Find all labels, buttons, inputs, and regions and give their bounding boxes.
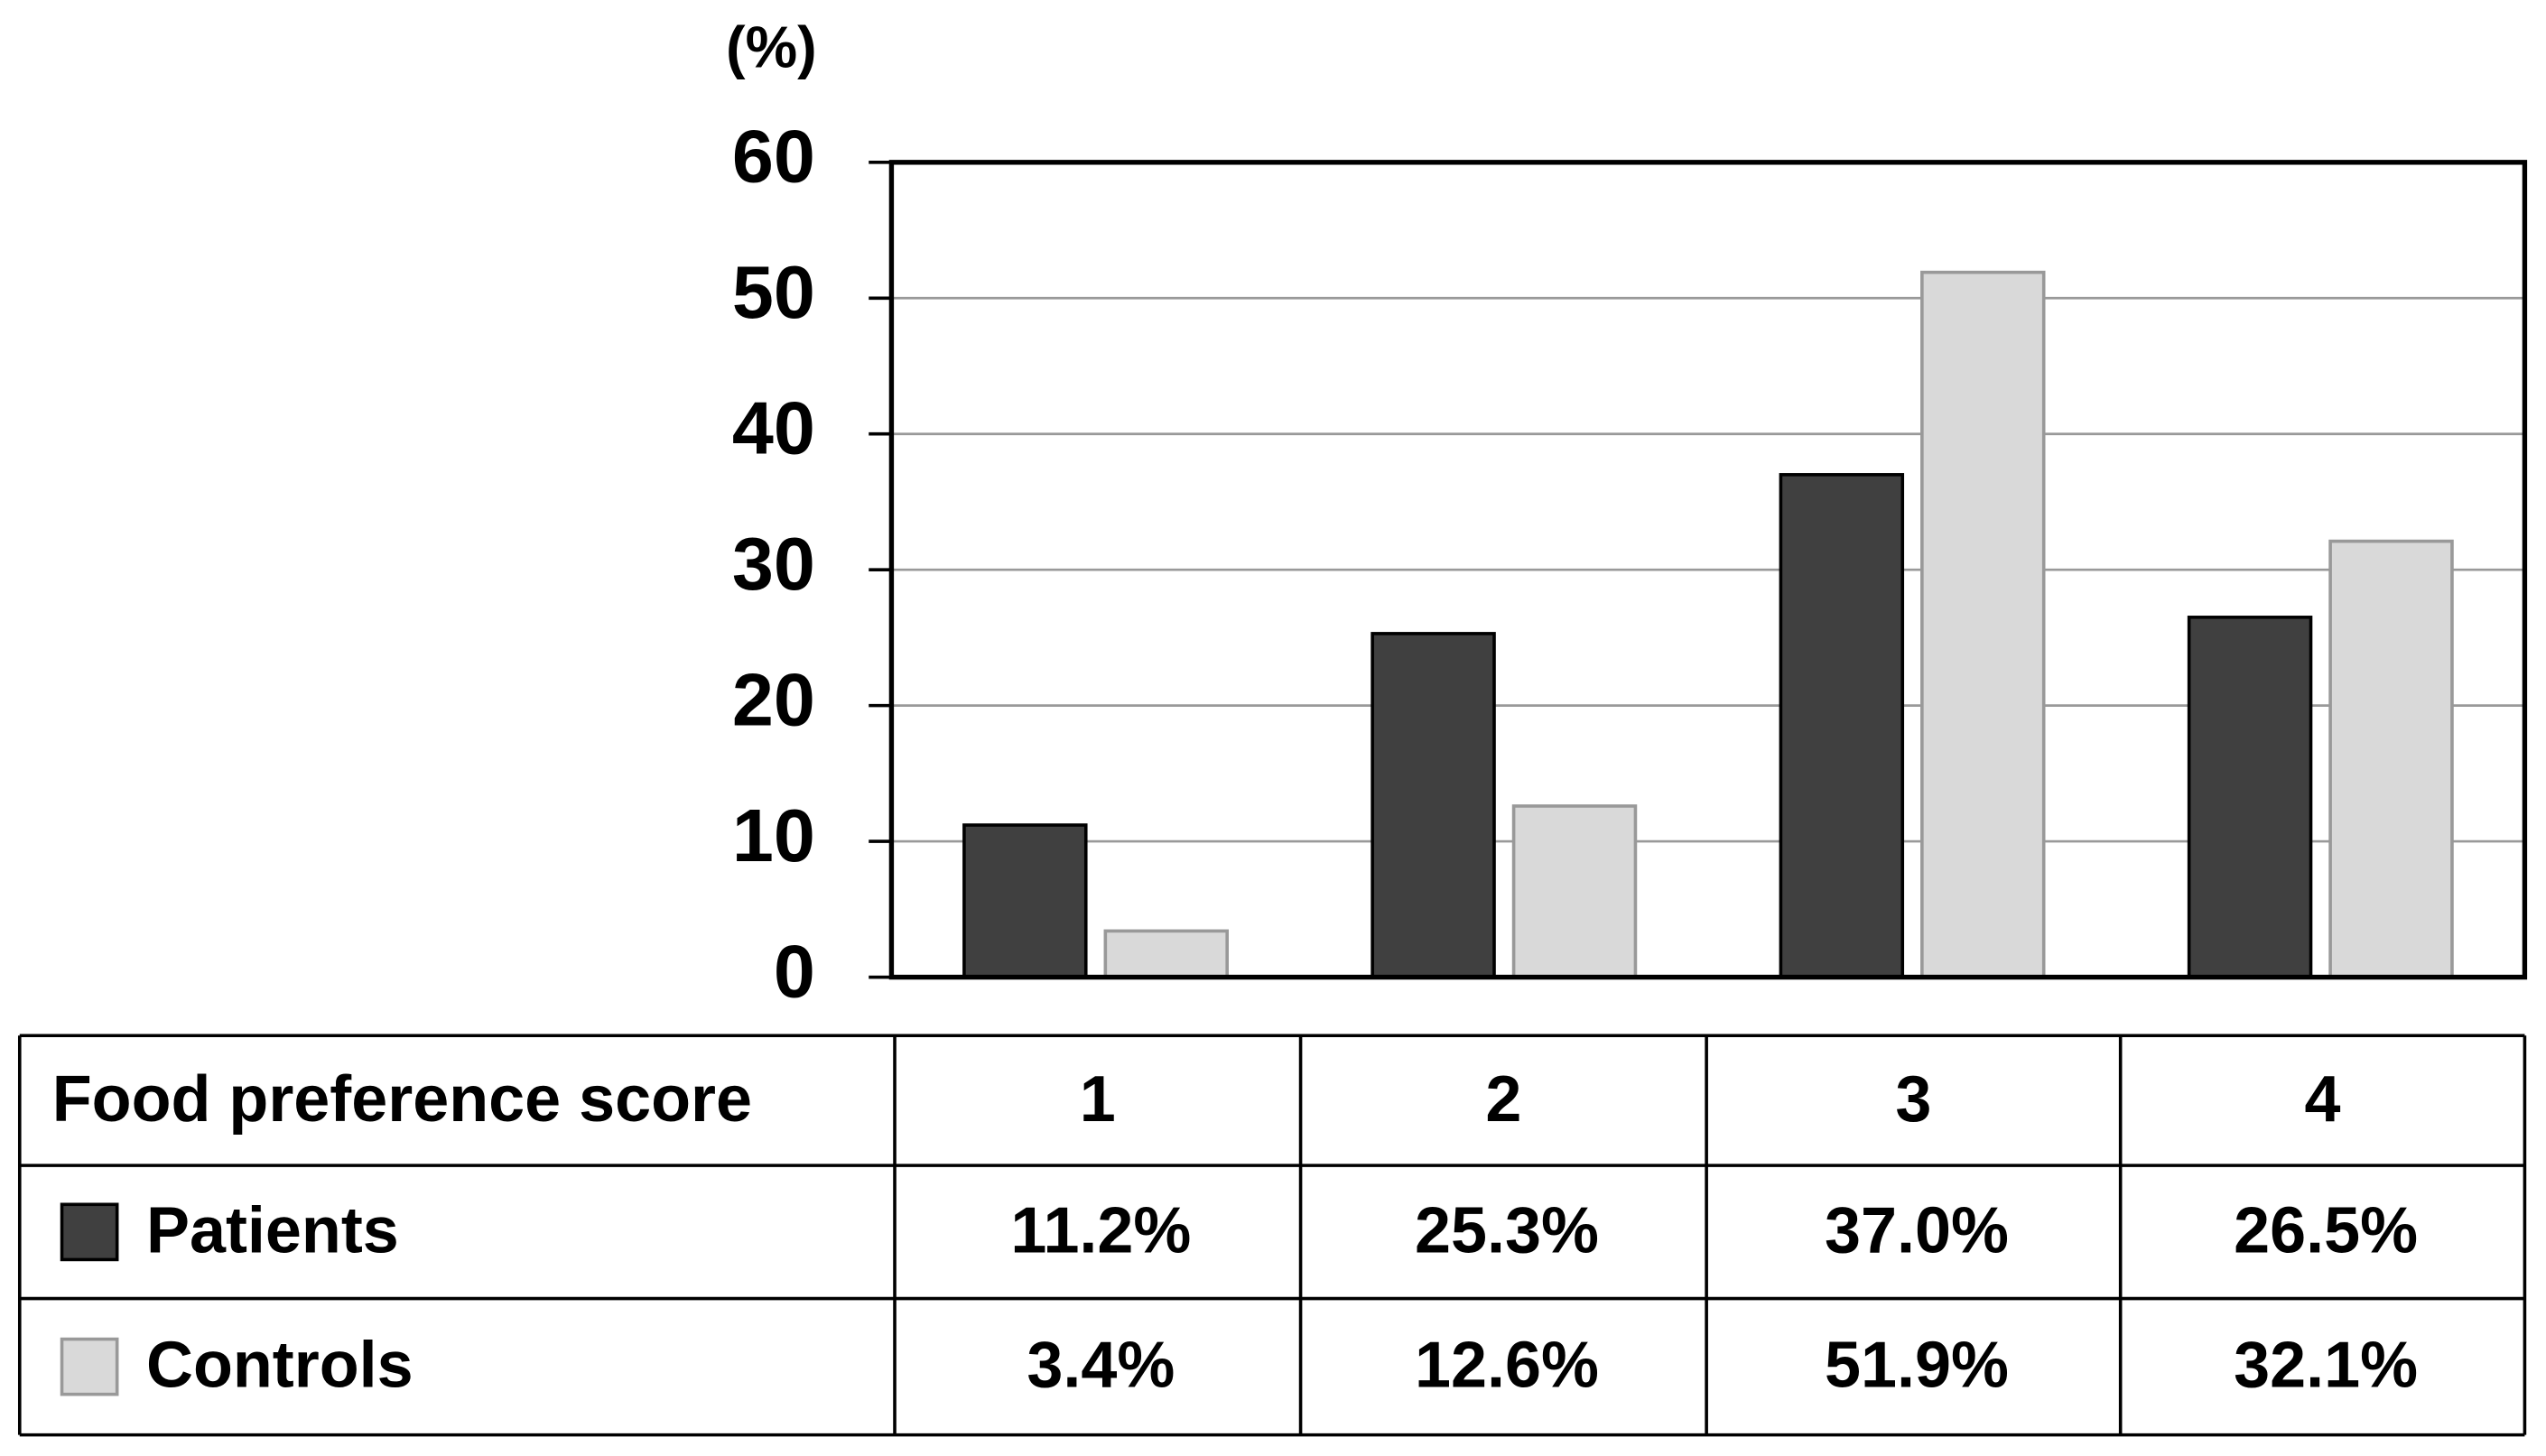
x-tick-label: 3 <box>1895 1063 1931 1136</box>
table-value: 37.0% <box>1825 1194 2009 1266</box>
y-tick-label: 30 <box>732 522 815 606</box>
y-tick-label: 60 <box>732 115 815 199</box>
y-tick-label: 40 <box>732 386 815 470</box>
x-tick-label: 4 <box>2305 1063 2341 1136</box>
legend-label: Patients <box>146 1194 399 1266</box>
table-value: 25.3% <box>1415 1194 1599 1266</box>
bar <box>1920 270 2046 979</box>
table-value: 11.2% <box>1010 1194 1191 1266</box>
y-tick-label: 20 <box>732 657 815 741</box>
table-header-label: Food preference score <box>52 1063 752 1136</box>
legend-swatch <box>60 1202 119 1262</box>
y-tick-label: 50 <box>732 250 815 334</box>
bar <box>2187 616 2313 979</box>
legend-label: Controls <box>146 1330 413 1402</box>
table-value: 12.6% <box>1415 1330 1599 1402</box>
y-tick-label: 0 <box>774 929 815 1013</box>
bar <box>962 823 1088 979</box>
bar <box>1511 804 1638 979</box>
y-axis-label: (%) <box>726 14 817 80</box>
bar <box>1103 929 1229 979</box>
table-value: 51.9% <box>1825 1330 2009 1402</box>
bar <box>1779 473 1905 979</box>
x-tick-label: 2 <box>1485 1063 1521 1136</box>
y-tick-label: 10 <box>732 793 815 877</box>
table-value: 3.4% <box>1027 1330 1175 1402</box>
legend-swatch <box>60 1337 119 1396</box>
plot-frame <box>888 160 2528 980</box>
table-value: 26.5% <box>2234 1194 2418 1266</box>
bar <box>2328 539 2454 979</box>
bar <box>1371 632 1496 979</box>
table-value: 32.1% <box>2234 1330 2418 1402</box>
x-tick-label: 1 <box>1080 1063 1116 1136</box>
